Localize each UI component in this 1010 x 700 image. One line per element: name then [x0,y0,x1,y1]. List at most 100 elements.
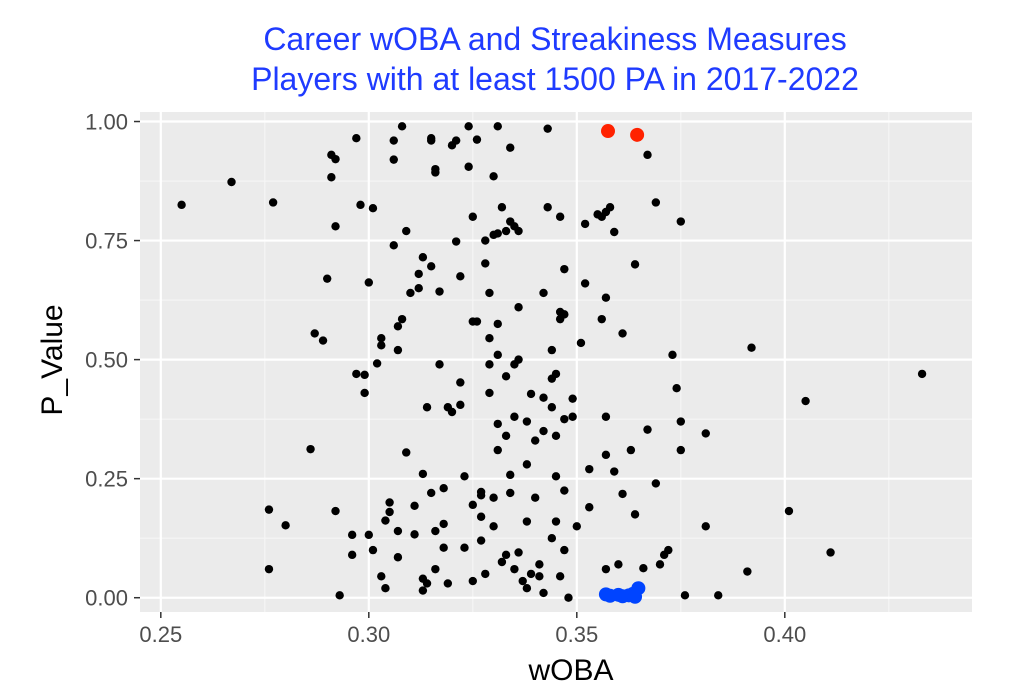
data-point [506,488,515,498]
data-point [476,536,486,545]
data-point [539,288,548,298]
data-point [714,591,723,600]
data-point [551,517,561,526]
data-point [435,287,444,296]
y-tick-label: 0.75 [85,229,128,254]
data-point [360,370,369,380]
data-point [506,470,515,480]
data-point [597,314,606,324]
data-point [464,162,473,171]
scatter-points [177,122,927,604]
data-point [481,236,490,245]
data-point [668,350,677,360]
data-point [377,572,386,581]
data-point [460,543,469,552]
data-point [543,203,552,212]
data-point [451,237,461,246]
y-tick-label: 1.00 [85,110,128,135]
data-point [493,229,502,238]
data-point [601,293,611,302]
data-point [551,472,561,481]
data-point [526,389,536,399]
data-point [385,498,394,507]
data-point [560,310,569,319]
data-point [501,550,511,560]
data-point [743,567,752,576]
data-point [418,469,428,479]
data-point [643,150,652,160]
data-point [464,122,473,131]
data-point [443,579,453,588]
data-point [618,489,627,499]
data-point [610,467,619,476]
data-point [610,227,619,237]
data-point [393,322,403,331]
data-point [522,460,532,469]
data-point [439,543,448,552]
data-point [431,526,440,536]
data-point [389,155,398,164]
data-point [560,264,569,274]
data-point [456,378,465,387]
data-point [439,519,448,529]
data-point [501,226,511,236]
data-point [397,122,407,131]
x-tick-label: 0.40 [763,622,806,647]
highlight-point-red [601,124,615,139]
data-point [385,507,394,517]
x-tick-label: 0.30 [347,622,390,647]
data-point [651,198,661,207]
data-point [651,479,661,488]
data-point [639,563,648,573]
data-point [264,564,274,574]
data-point [472,317,482,326]
data-point [485,388,494,398]
data-point [680,591,690,600]
data-point [701,429,710,438]
data-point [543,124,552,133]
data-point [372,359,382,368]
data-point [497,203,507,212]
data-point [676,445,685,455]
data-point [497,557,507,567]
data-point [501,372,511,381]
y-tick-label: 0.25 [85,467,128,492]
data-point [614,560,623,569]
data-point [456,400,465,410]
data-point [676,417,685,426]
data-point [268,198,278,207]
data-point [364,530,373,540]
data-point [364,278,373,287]
data-point [431,168,440,177]
data-point [402,226,411,236]
data-point [402,448,411,457]
data-point [630,260,640,269]
data-point [439,483,448,493]
data-point [493,319,502,329]
data-point [551,369,561,379]
data-point [576,338,586,348]
data-point [560,545,569,555]
data-point [468,212,477,221]
data-point [327,173,336,182]
data-point [485,360,494,369]
data-point [427,133,436,143]
data-point [560,486,569,495]
data-point [551,431,561,441]
data-point [422,579,432,588]
data-point [630,510,640,519]
data-point [418,586,428,595]
data-point [377,333,386,343]
data-point [389,241,398,250]
data-point [506,143,515,152]
data-point [493,350,502,360]
data-point [427,488,436,498]
data-point [460,472,469,481]
data-point [564,593,573,602]
data-point [531,493,540,502]
data-point [352,369,361,379]
data-point [547,403,557,412]
data-point [368,203,378,213]
data-point [381,516,390,525]
data-point [555,572,565,581]
